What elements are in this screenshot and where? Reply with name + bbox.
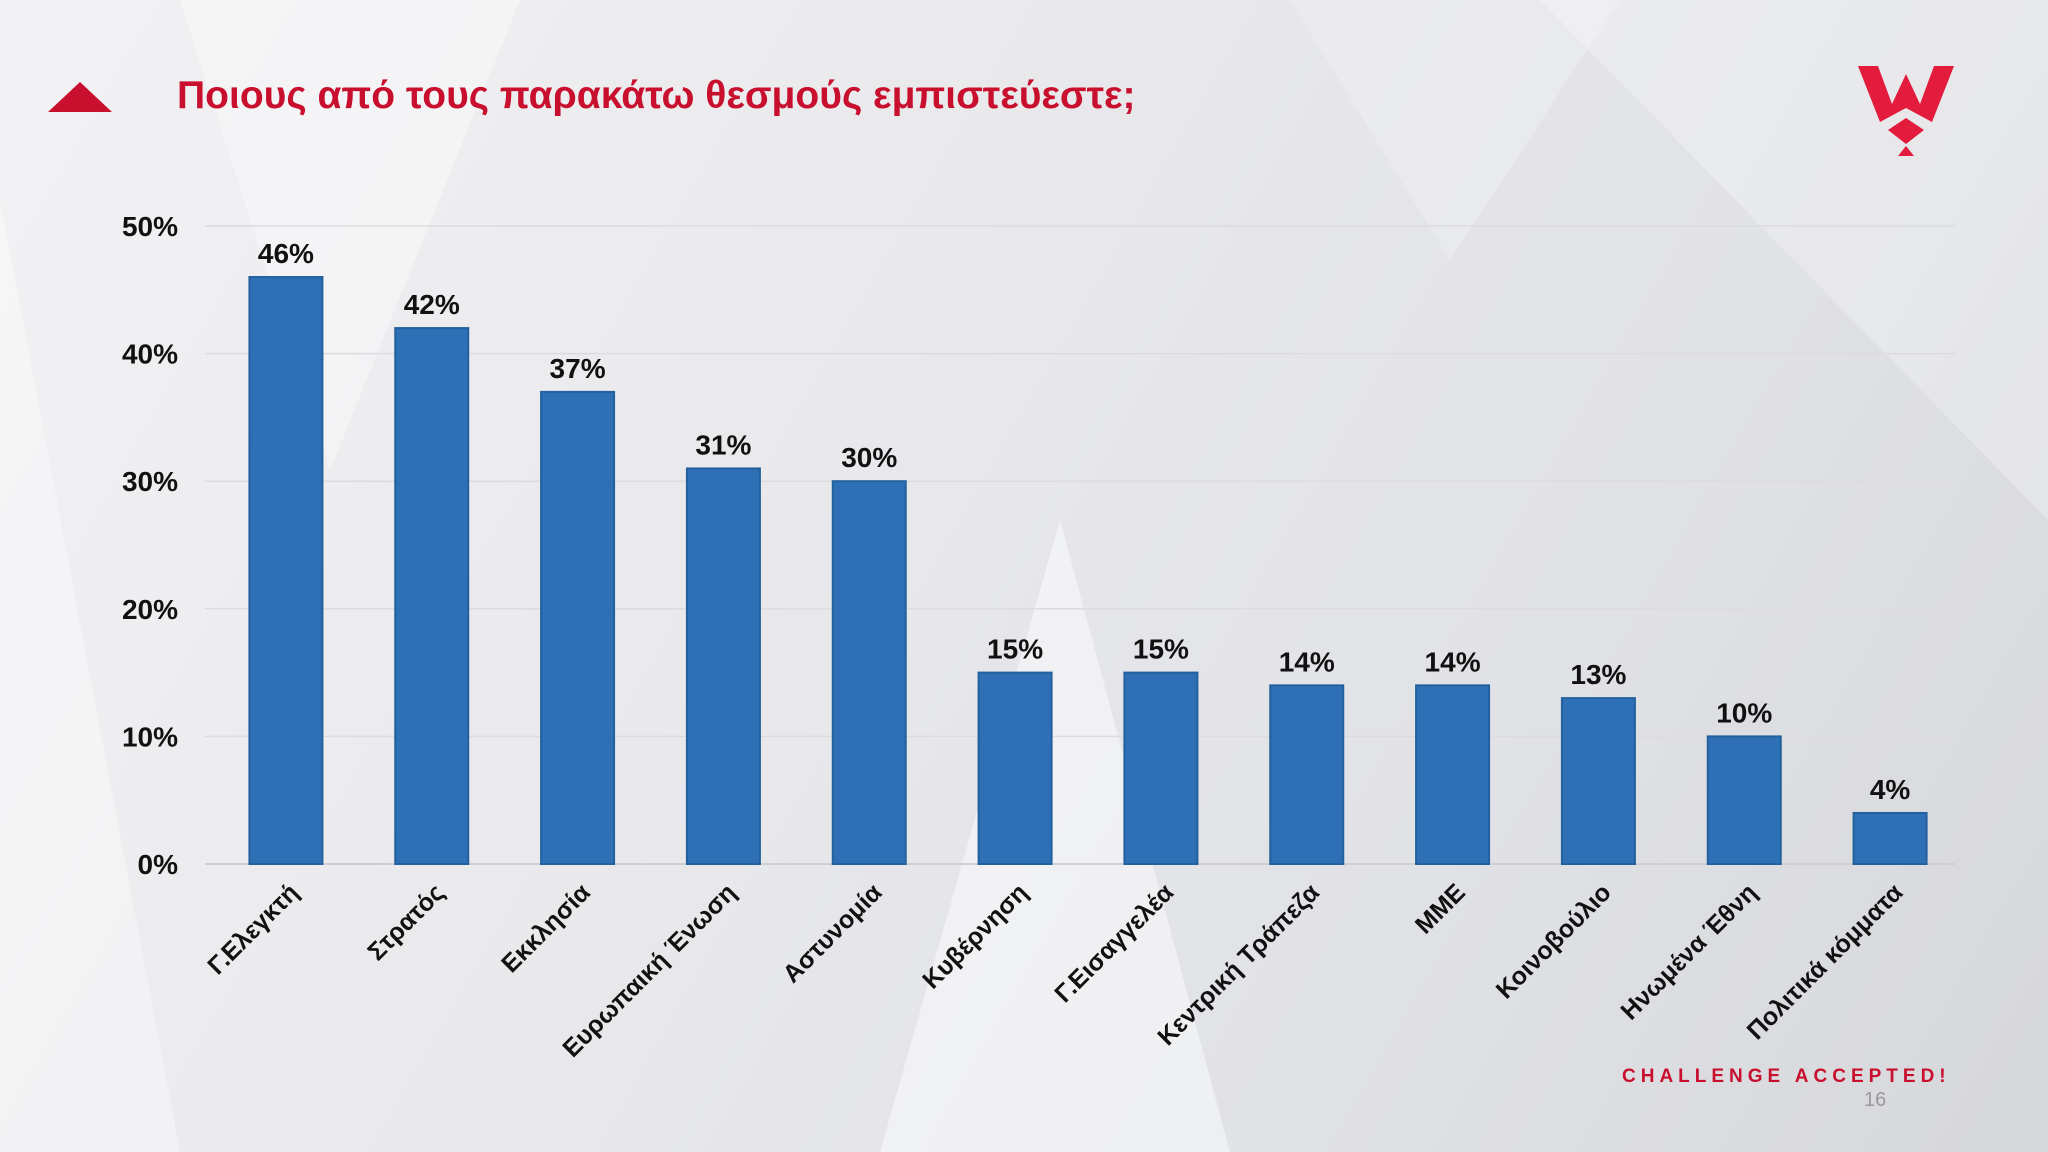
bar — [1560, 697, 1636, 865]
category-label: Κυβέρνηση — [917, 878, 1033, 994]
bar — [1269, 684, 1345, 865]
data-label: 14% — [1279, 646, 1335, 677]
data-label: 37% — [550, 353, 606, 384]
page-title: Ποιους από τους παρακάτω θεσμούς εμπιστε… — [177, 74, 1136, 117]
category-label: Στρατός — [362, 878, 450, 966]
bar — [1123, 671, 1199, 865]
y-tick-label: 0% — [138, 849, 179, 880]
data-label: 4% — [1870, 774, 1911, 805]
data-label: 30% — [841, 442, 897, 473]
y-axis-ticks: 0% 10% 20% 30% 40% 50% — [122, 211, 178, 880]
y-tick-label: 40% — [122, 339, 178, 370]
data-label: 42% — [404, 289, 460, 320]
data-label: 15% — [987, 634, 1043, 665]
y-tick-label: 20% — [122, 594, 178, 625]
bar — [685, 467, 761, 865]
category-label: Γ.Εισαγγελέα — [1049, 878, 1179, 1008]
data-labels: 46% 42% 37% 31% 30% 15% 15% 14% 14% 13% 10% 4% — [258, 238, 1911, 805]
category-label: Πολιτικά κόμματα — [1742, 878, 1909, 1045]
data-label: 15% — [1133, 634, 1189, 665]
tagline: CHALLENGE ACCEPTED! — [1622, 1066, 1951, 1087]
data-label: 10% — [1716, 697, 1772, 728]
category-label: Αστυνομία — [777, 878, 888, 989]
data-label: 13% — [1570, 659, 1626, 690]
bar — [540, 390, 616, 865]
data-label: 14% — [1425, 646, 1481, 677]
y-tick-label: 10% — [122, 721, 178, 752]
category-label: ΜΜΕ — [1410, 878, 1471, 939]
bar — [394, 327, 470, 865]
bar — [1415, 684, 1491, 865]
bar — [1706, 735, 1782, 866]
page-number: 16 — [1864, 1089, 1887, 1111]
gridlines — [205, 225, 1955, 865]
bar — [977, 671, 1053, 865]
category-label: Εκκλησία — [496, 878, 596, 978]
data-label: 46% — [258, 238, 314, 269]
y-tick-label: 50% — [122, 211, 178, 242]
y-tick-label: 30% — [122, 466, 178, 497]
w-crown-logo-icon — [1858, 66, 1954, 156]
category-label: Γ.Ελεγκτή — [202, 878, 304, 980]
category-label: Ηνωμένα Έθνη — [1615, 878, 1762, 1025]
bar — [1852, 811, 1928, 866]
category-label: Κεντρική Τράπεζα — [1152, 878, 1325, 1051]
bar — [831, 480, 907, 865]
data-label: 31% — [695, 429, 751, 460]
bars — [248, 276, 1928, 866]
header-triangle-icon — [48, 82, 112, 112]
category-label: Κοινοβούλιο — [1491, 878, 1617, 1004]
bar — [248, 276, 324, 866]
